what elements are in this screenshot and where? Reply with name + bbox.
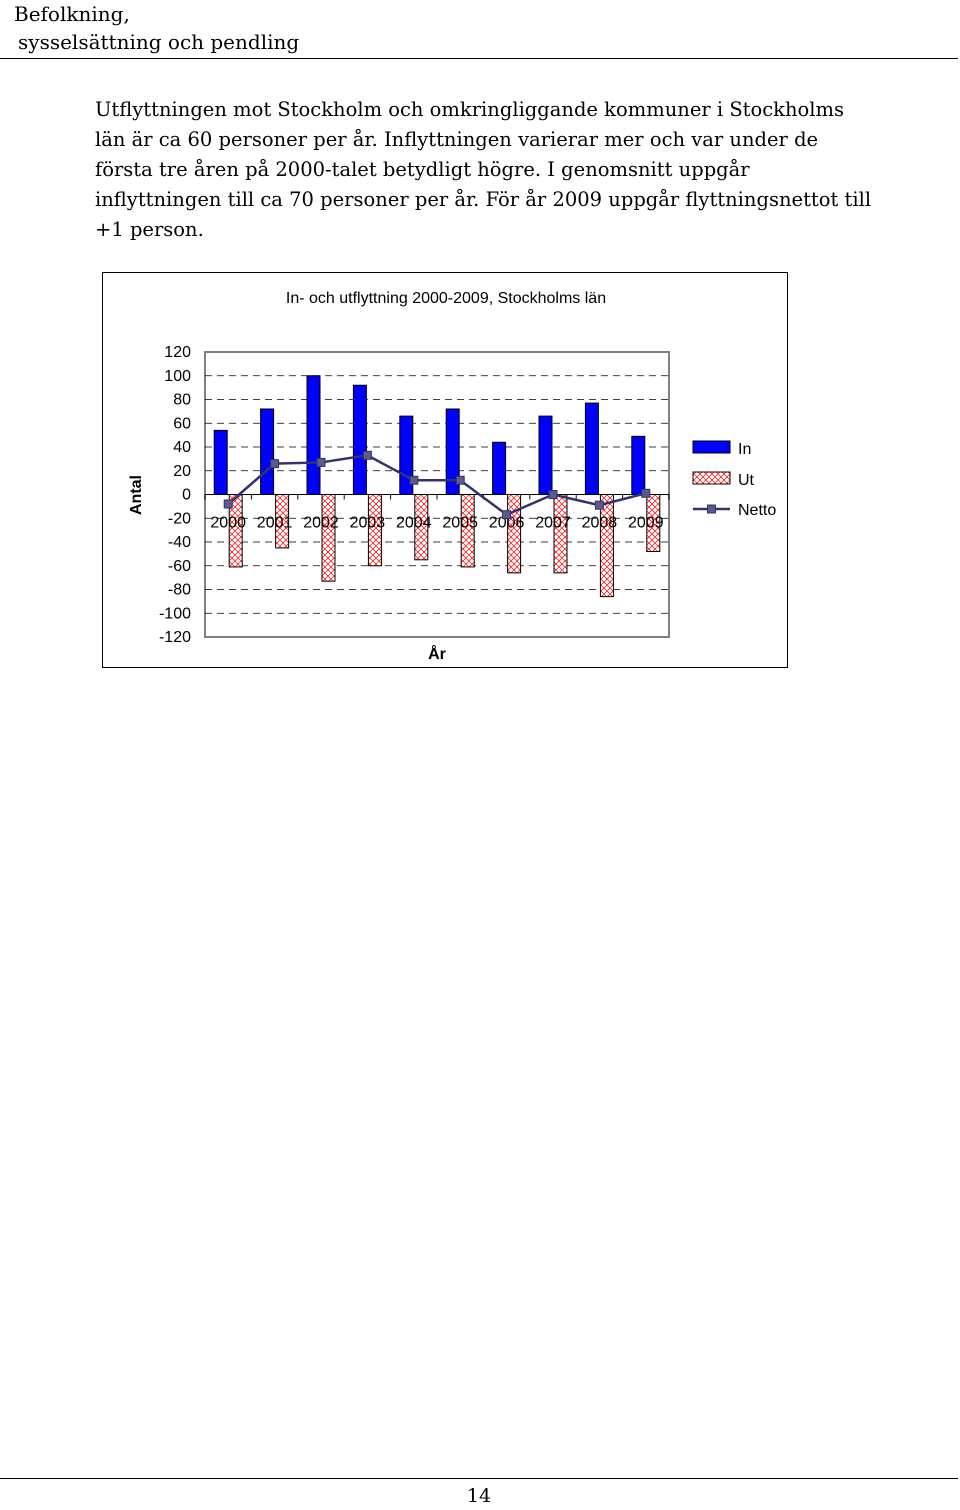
footer-divider	[0, 1478, 958, 1479]
y-tick-label: 0	[182, 487, 191, 504]
netto-marker	[594, 500, 604, 510]
y-tick-label: -120	[159, 629, 191, 646]
x-tick-label: 2003	[350, 515, 386, 532]
x-tick-label: 2009	[628, 515, 664, 532]
bar-in	[631, 435, 646, 495]
bar-in	[260, 408, 275, 495]
legend-swatch-netto-marker	[707, 504, 716, 514]
bar-in	[306, 375, 321, 495]
bar-ut	[460, 494, 475, 568]
bar-ut	[321, 494, 336, 582]
x-tick-label: 2008	[582, 515, 618, 532]
y-tick-label: -20	[168, 510, 191, 527]
body-paragraph: Utflyttningen mot Stockholm och omkringl…	[95, 98, 872, 241]
y-tick-label: 100	[164, 368, 191, 385]
netto-marker	[548, 490, 558, 499]
bar-in	[213, 429, 228, 495]
header-line-2: sysselsättning och pendling	[18, 30, 300, 54]
y-tick-label: 40	[173, 439, 191, 456]
legend-label-ut: Ut	[738, 472, 755, 489]
bar-in	[352, 384, 367, 495]
x-tick-label: 2000	[210, 515, 246, 532]
x-tick-label: 2002	[303, 515, 339, 532]
y-tick-label: 60	[173, 415, 191, 432]
running-header: Befolkning, sysselsättning och pendling	[14, 0, 299, 56]
bar-ut	[507, 494, 522, 574]
x-axis-title: År	[428, 644, 446, 663]
bar-in	[445, 408, 460, 495]
bar-ut	[414, 494, 429, 561]
legend-swatch-in	[692, 440, 731, 454]
netto-marker	[641, 488, 651, 498]
bar-ut	[646, 494, 661, 552]
netto-marker	[362, 450, 372, 460]
chart-frame: In- och utflyttning 2000-2009, Stockholm…	[102, 272, 788, 668]
bar-in	[492, 441, 507, 495]
y-tick-label: -80	[168, 582, 191, 599]
y-axis-title: Antal	[128, 475, 145, 515]
y-tick-label: 120	[164, 344, 191, 361]
bar-ut	[599, 494, 614, 598]
legend-label-netto: Netto	[738, 502, 776, 519]
x-tick-label: 2004	[396, 515, 432, 532]
netto-marker	[316, 457, 326, 467]
netto-marker	[270, 459, 280, 469]
chart: In- och utflyttning 2000-2009, Stockholm…	[128, 290, 776, 663]
netto-marker	[223, 499, 233, 509]
header-divider	[0, 58, 958, 59]
page-number: 14	[466, 1485, 492, 1507]
x-tick-label: 2001	[257, 515, 293, 532]
chart-title: In- och utflyttning 2000-2009, Stockholm…	[286, 290, 606, 307]
legend-label-in: In	[738, 441, 751, 458]
netto-marker	[409, 475, 419, 485]
x-tick-label: 2007	[535, 515, 571, 532]
y-tick-label: 80	[173, 392, 191, 409]
y-tick-label: -60	[168, 558, 191, 575]
y-tick-label: 20	[173, 463, 191, 480]
x-tick-label: 2005	[442, 515, 478, 532]
legend-swatch-ut	[692, 471, 731, 485]
bar-ut	[228, 494, 243, 568]
header-line-1: Befolkning,	[14, 2, 130, 26]
netto-marker	[502, 510, 512, 520]
x-tick-label: 2006	[489, 515, 525, 532]
netto-line	[227, 454, 647, 517]
bar-ut	[553, 494, 568, 574]
y-tick-label: -100	[159, 605, 191, 622]
bar-in	[584, 402, 599, 495]
bar-ut	[275, 494, 290, 549]
bar-ut	[367, 494, 382, 567]
netto-marker	[455, 475, 465, 485]
bar-in	[538, 415, 553, 495]
y-tick-label: -40	[168, 534, 191, 551]
